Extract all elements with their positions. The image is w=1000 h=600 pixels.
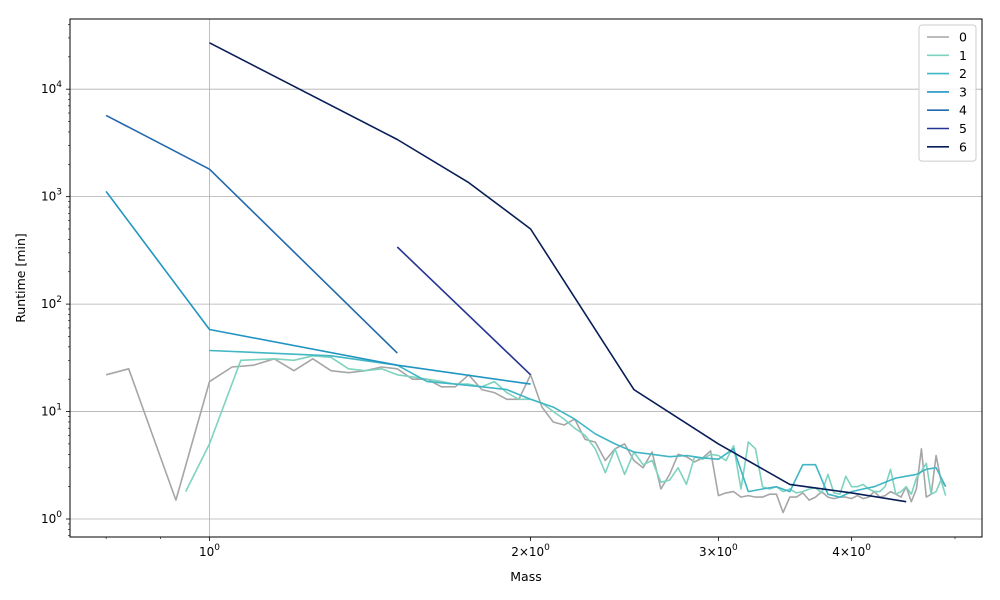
- y-tick-label: 100: [41, 510, 62, 526]
- legend-box: [918, 24, 977, 162]
- axis-ticks: 100 101 102 103 104 100 2×100 3×100 4×100: [41, 24, 956, 559]
- y-tick-label: 103: [41, 188, 62, 204]
- plot-series: [105, 42, 947, 514]
- series-line-0: [105, 357, 947, 514]
- legend-label-6: 6: [959, 139, 967, 154]
- series-line-5: [396, 246, 532, 376]
- y-tick-label: 104: [41, 80, 62, 96]
- legend-label-1: 1: [959, 48, 967, 63]
- y-axis-label: Runtime [min]: [13, 233, 28, 323]
- series-line-6: [209, 42, 907, 503]
- x-tick-label: 2×100: [511, 543, 550, 559]
- x-tick-label: 4×100: [832, 543, 871, 559]
- legend-label-0: 0: [959, 30, 967, 45]
- legend-label-3: 3: [959, 84, 967, 99]
- x-tick-label: 3×100: [699, 543, 738, 559]
- series-line-4: [105, 114, 398, 354]
- legend-label-5: 5: [959, 121, 967, 136]
- legend: 0 1 2 3 4 5 6: [918, 24, 977, 162]
- x-axis-label: Mass: [510, 569, 541, 584]
- series-line-1: [184, 354, 947, 496]
- series-line-2: [209, 349, 947, 498]
- legend-label-4: 4: [959, 103, 967, 118]
- series-line-3: [105, 190, 531, 385]
- plot-area-frame: [69, 18, 983, 538]
- y-tick-label: 101: [41, 403, 62, 419]
- legend-label-2: 2: [959, 66, 967, 81]
- x-tick-label: 100: [199, 543, 220, 559]
- y-tick-label: 102: [41, 295, 62, 311]
